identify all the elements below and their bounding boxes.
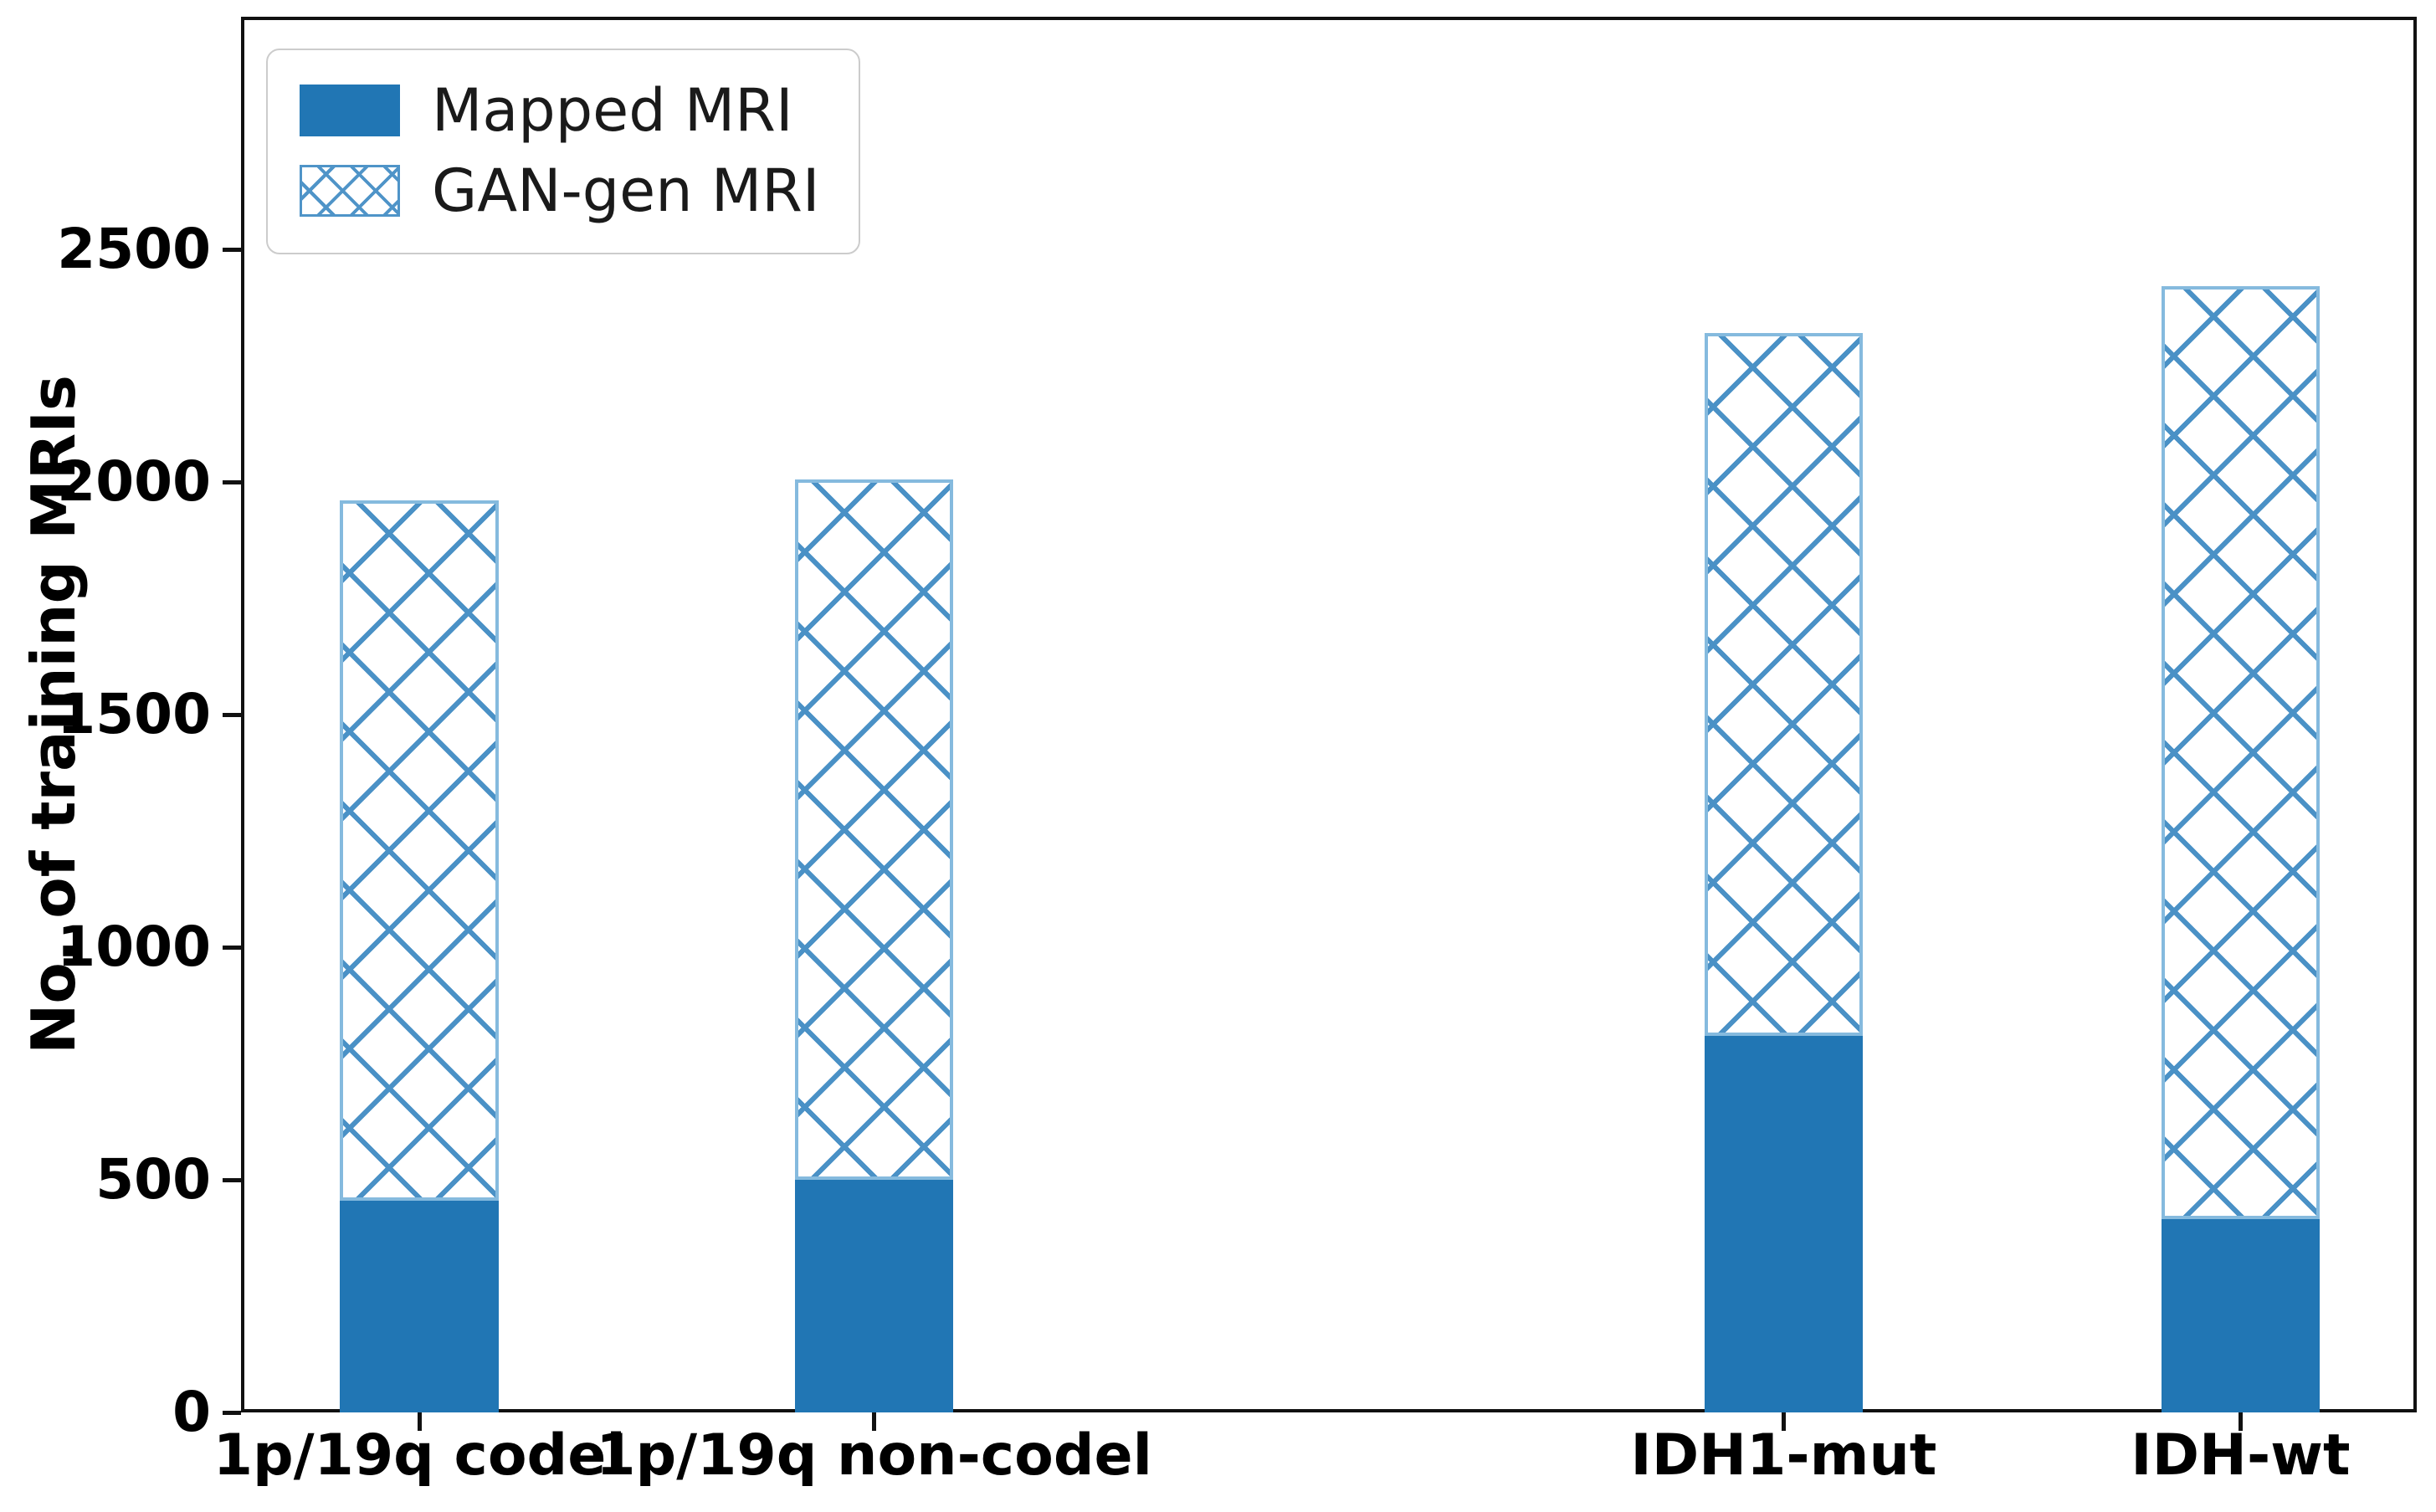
x-axis-tick-label: 1p/19q codel: [213, 1422, 626, 1489]
bar-segment-gan-gen-mri: [2161, 286, 2321, 1220]
y-axis-tick: [223, 479, 241, 484]
bar-segment-mapped-mri: [1704, 1035, 1864, 1412]
y-axis-tick-label: 1500: [57, 682, 211, 746]
legend-item-mapped-mri: Mapped MRI: [300, 70, 820, 151]
bar-segment-mapped-mri: [2161, 1219, 2321, 1412]
legend: Mapped MRI GAN-gen MRI: [266, 49, 860, 254]
y-axis-tick: [223, 247, 241, 252]
bar-segment-gan-gen-mri: [794, 479, 954, 1180]
bar-segment-mapped-mri: [794, 1180, 954, 1412]
y-axis-tick-label: 1000: [57, 915, 211, 979]
y-axis-tick: [223, 1177, 241, 1182]
bar-segment-mapped-mri: [340, 1201, 500, 1412]
x-axis-tick: [2238, 1412, 2243, 1431]
x-axis-tick-label: IDH1-mut: [1630, 1422, 1937, 1489]
x-axis-tick: [417, 1412, 422, 1431]
y-axis-tick-label: 0: [172, 1380, 211, 1444]
x-axis-tick-label: 1p/19q non-codel: [596, 1422, 1152, 1489]
x-axis-tick: [1781, 1412, 1786, 1431]
x-axis-tick: [872, 1412, 877, 1431]
x-axis-tick-label: IDH-wt: [2131, 1422, 2351, 1489]
y-axis-tick-label: 2000: [57, 449, 211, 514]
plot-area: [241, 17, 2417, 1412]
y-axis-tick: [223, 945, 241, 950]
y-axis-tick-label: 2500: [57, 217, 211, 281]
y-axis-tick-label: 500: [95, 1147, 211, 1212]
legend-item-gan-gen-mri: GAN-gen MRI: [300, 151, 820, 231]
bar-segment-gan-gen-mri: [1704, 333, 1864, 1036]
legend-swatch-gan-gen-mri: [300, 165, 400, 217]
y-axis-tick: [223, 712, 241, 717]
legend-label-gan-gen-mri: GAN-gen MRI: [432, 156, 820, 225]
legend-label-mapped-mri: Mapped MRI: [432, 76, 793, 145]
y-axis-tick: [223, 1410, 241, 1415]
legend-swatch-mapped-mri: [300, 85, 400, 136]
bar-segment-gan-gen-mri: [340, 500, 500, 1201]
